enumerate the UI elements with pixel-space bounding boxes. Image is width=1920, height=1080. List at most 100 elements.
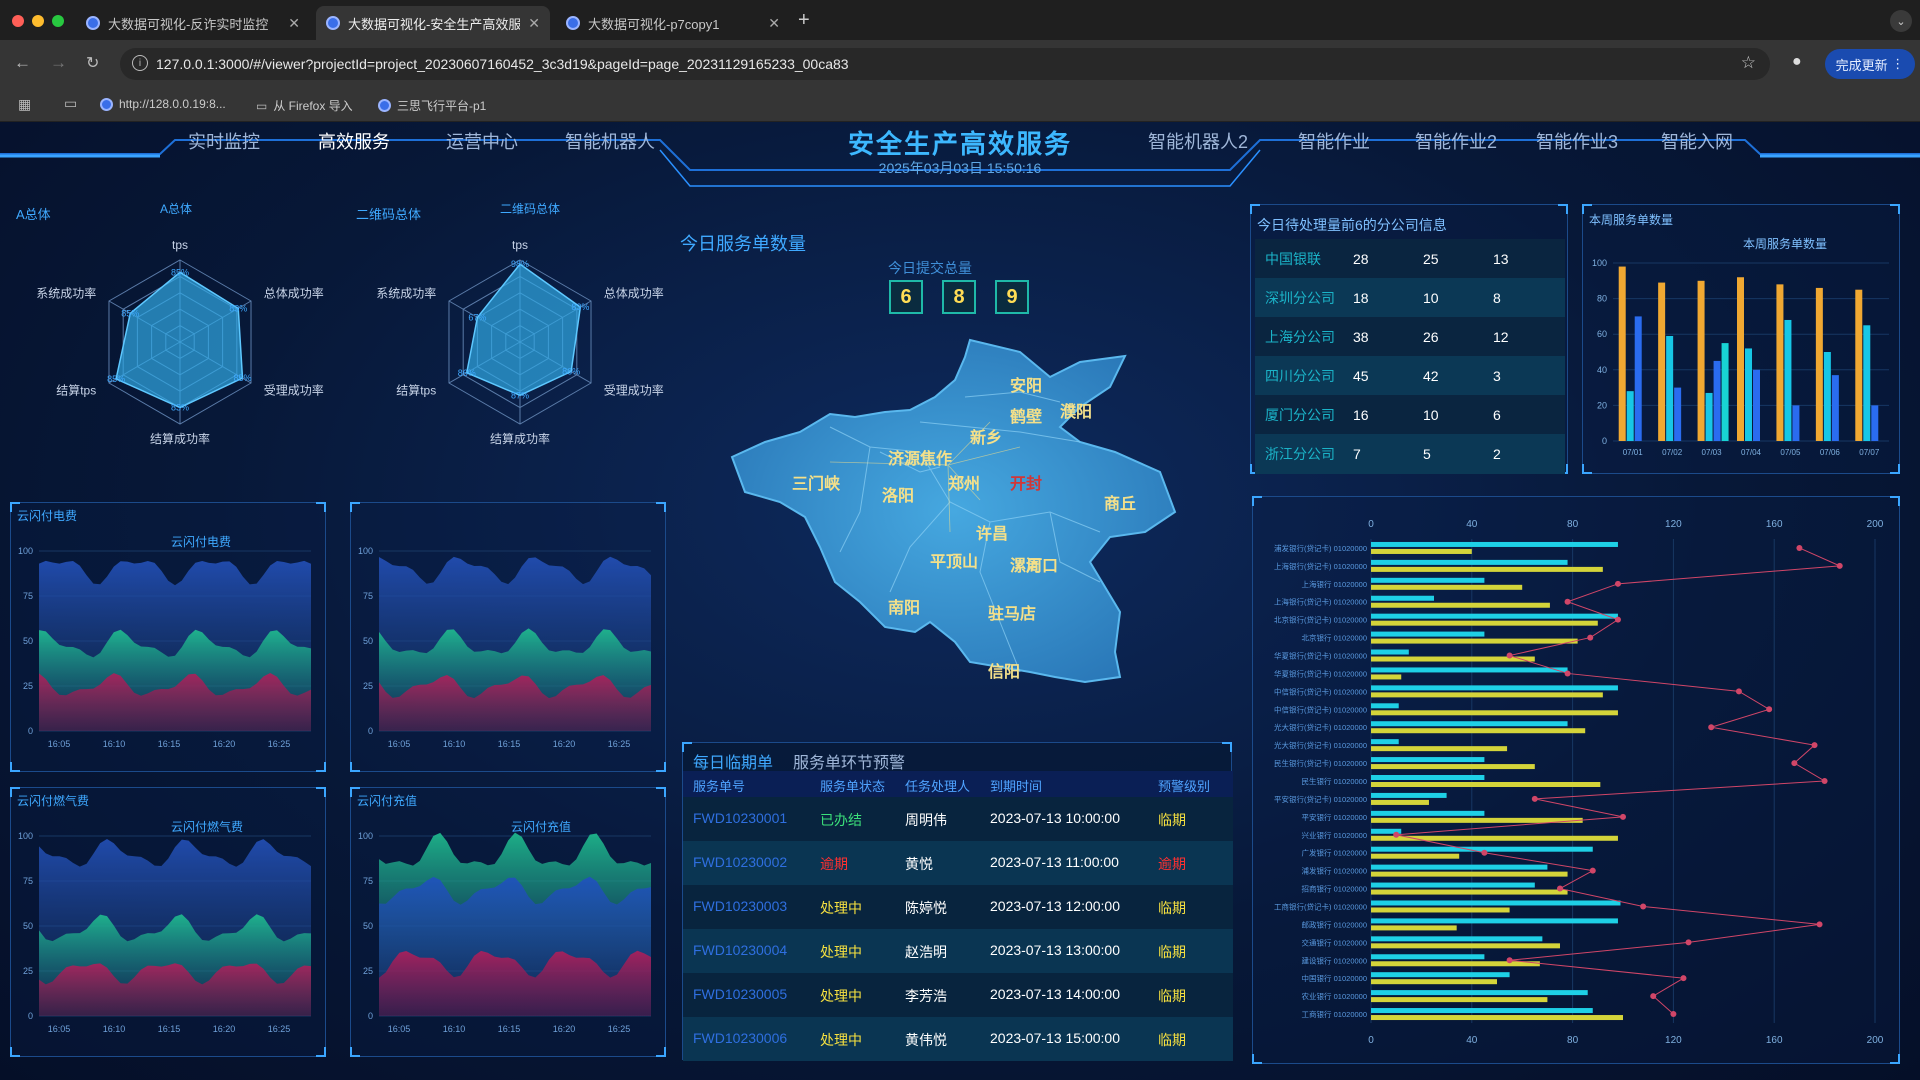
table-row[interactable]: FWD10230005 处理中 李芳浩 2023-07-13 14:00:00 临期 xyxy=(683,973,1233,1017)
hbar-category-label: 华夏银行(贷记卡) 01020000 xyxy=(1274,668,1367,678)
map-city-16[interactable]: 驻马店 xyxy=(988,606,1037,623)
address-bar[interactable]: i 127.0.0.1:3000/#/viewer?projectId=proj… xyxy=(120,48,1770,80)
cell-id[interactable]: FWD10230002 xyxy=(693,854,788,870)
map-city-6[interactable]: 三门峡 xyxy=(792,476,841,493)
cell-status: 处理中 xyxy=(820,1032,862,1048)
hbar-bar-cyan xyxy=(1371,559,1568,565)
map-city-4[interactable]: 济源 xyxy=(888,451,921,468)
nav-job[interactable]: 智能作业 xyxy=(1298,132,1370,152)
cell-due: 2023-07-13 11:00:00 xyxy=(990,854,1119,870)
table-row: 深圳分公司 18 10 8 xyxy=(1255,278,1565,318)
nav-job2[interactable]: 智能作业2 xyxy=(1415,132,1498,152)
map-city-1[interactable]: 鹤壁 xyxy=(1010,409,1043,426)
browser-tab-3[interactable]: 大数据可视化-p7copy1 ✕ xyxy=(556,6,790,40)
cell-id[interactable]: FWD10230004 xyxy=(693,942,788,958)
hbar-category-label: 光大银行(贷记卡) 01020000 xyxy=(1274,722,1367,732)
weekly-bar xyxy=(1674,387,1682,441)
bookmark-item-3[interactable]: 三思飞行平台-p1 xyxy=(378,97,486,114)
hbar-bar-yellow xyxy=(1371,602,1550,608)
tab-due-daily[interactable]: 每日临期单 xyxy=(693,755,774,772)
tab-stage-warning[interactable]: 服务单环节预警 xyxy=(793,755,906,772)
update-button[interactable]: 完成更新 ⋮ xyxy=(1825,49,1915,79)
nav-network[interactable]: 智能入网 xyxy=(1661,132,1733,152)
site-info-icon[interactable]: i xyxy=(132,55,148,71)
map-city-10[interactable]: 商丘 xyxy=(1104,496,1137,513)
radar-chart-a: tps 85% 总体成功率 83% 受理成功率 85% 结算成功率 83% 结算tps 85% 系统… xyxy=(36,238,324,446)
map-city-2[interactable]: 濮阳 xyxy=(1060,404,1093,421)
profile-icon[interactable]: ● xyxy=(1792,53,1802,70)
map-city-14[interactable]: 周口 xyxy=(1026,558,1059,575)
close-window-icon[interactable] xyxy=(12,15,24,27)
table-row[interactable]: FWD10230001 已办结 周明伟 2023-07-13 10:00:00 临期 xyxy=(683,797,1233,841)
apps-grid-icon[interactable]: ▦ xyxy=(18,96,32,112)
radar-axis-label: 总体成功率 xyxy=(264,286,324,301)
hbar-bar-cyan xyxy=(1371,685,1618,691)
map-city-17[interactable]: 信阳 xyxy=(988,664,1021,681)
cell-id[interactable]: FWD10230006 xyxy=(693,1030,788,1046)
nav-robot[interactable]: 智能机器人 xyxy=(565,132,655,152)
bookmark-item-1[interactable]: http://128.0.0.19:8... xyxy=(100,97,226,111)
area-panel-label: 云闪付充值 xyxy=(357,794,418,808)
cell-id[interactable]: FWD10230005 xyxy=(693,986,788,1002)
weekly-y-tick: 100 xyxy=(1592,258,1607,268)
hbar-bar-cyan xyxy=(1371,577,1485,583)
table-row[interactable]: FWD10230002 逾期 黄悦 2023-07-13 11:00:00 逾期 xyxy=(683,841,1233,885)
tab-title: 大数据可视化-安全生产高效服 xyxy=(348,16,521,32)
hbar-bar-cyan xyxy=(1371,649,1409,655)
bookmark-label: 三思飞行平台-p1 xyxy=(397,99,487,113)
map-city-12[interactable]: 平顶山 xyxy=(930,554,979,571)
map-city-3[interactable]: 新乡 xyxy=(970,430,1003,447)
nav-robot2[interactable]: 智能机器人2 xyxy=(1148,132,1249,152)
nav-service[interactable]: 高效服务 xyxy=(318,132,390,152)
weekly-bar xyxy=(1697,280,1705,441)
close-tab-icon[interactable]: ✕ xyxy=(528,14,540,31)
favicon-icon xyxy=(100,97,113,111)
back-icon[interactable]: ← xyxy=(14,53,31,72)
nav-job3[interactable]: 智能作业3 xyxy=(1536,132,1619,152)
bookmark-item-2[interactable]: ▭ 从 Firefox 导入 xyxy=(256,97,353,114)
nav-ops[interactable]: 运营中心 xyxy=(446,132,518,152)
hbar-x-tick-bottom: 120 xyxy=(1665,1035,1682,1046)
minimize-window-icon[interactable] xyxy=(32,15,44,27)
map-city-13[interactable]: 漯河 xyxy=(1010,558,1043,575)
hbar-category-label: 工商银行 01020000 xyxy=(1302,1009,1367,1019)
radar-value-label: 67% xyxy=(468,312,486,322)
map-city-5[interactable]: 焦作 xyxy=(920,451,953,468)
col-status: 服务单状态 xyxy=(820,779,886,794)
area-y-tick: 25 xyxy=(363,681,373,691)
map-city-15[interactable]: 南阳 xyxy=(888,600,921,617)
table-row[interactable]: FWD10230004 处理中 赵浩明 2023-07-13 13:00:00 临期 xyxy=(683,929,1233,973)
cell-id[interactable]: FWD10230003 xyxy=(693,898,788,914)
cell-owner: 李芳浩 xyxy=(905,988,947,1004)
new-tab-icon[interactable]: + xyxy=(798,9,810,31)
hbar-bar-yellow xyxy=(1371,979,1497,985)
hbar-x-tick-top: 40 xyxy=(1466,519,1478,530)
map-city-8[interactable]: 郑州 xyxy=(948,476,981,493)
close-tab-icon[interactable]: ✕ xyxy=(768,14,780,31)
branch-value: 25 xyxy=(1423,251,1439,267)
tab-search-icon[interactable]: ⌄ xyxy=(1890,10,1912,32)
cell-due: 2023-07-13 10:00:00 xyxy=(990,810,1120,826)
table-row[interactable]: FWD10230006 处理中 黄伟悦 2023-07-13 15:00:00 临期 xyxy=(683,1017,1233,1061)
bookmark-star-icon[interactable]: ☆ xyxy=(1740,53,1756,72)
hbar-bar-cyan xyxy=(1371,990,1588,996)
map-city-0[interactable]: 安阳 xyxy=(1010,378,1043,395)
hbar-bar-yellow xyxy=(1371,871,1568,877)
close-tab-icon[interactable]: ✕ xyxy=(288,14,300,31)
hbar-bar-yellow xyxy=(1371,620,1598,626)
nav-realtime[interactable]: 实时监控 xyxy=(188,132,260,152)
browser-tab-1[interactable]: 大数据可视化-反诈实时监控 ✕ xyxy=(76,6,310,40)
map-city-7[interactable]: 洛阳 xyxy=(882,488,915,505)
branch-value: 7 xyxy=(1353,446,1361,462)
forward-icon[interactable]: → xyxy=(50,53,67,72)
map-city-9[interactable]: 开封 xyxy=(1010,476,1043,493)
radar-value-label: 86% xyxy=(458,368,476,378)
map-city-11[interactable]: 许昌 xyxy=(976,526,1009,543)
table-row[interactable]: FWD10230003 处理中 陈婷悦 2023-07-13 12:00:00 临期 xyxy=(683,885,1233,929)
folder-icon[interactable]: ▭ xyxy=(64,95,78,111)
maximize-window-icon[interactable] xyxy=(52,15,64,27)
radar-value-label: 83% xyxy=(229,303,247,313)
reload-icon[interactable]: ↻ xyxy=(86,55,100,72)
cell-id[interactable]: FWD10230001 xyxy=(693,810,788,826)
browser-tab-2[interactable]: 大数据可视化-安全生产高效服 ✕ xyxy=(316,6,550,40)
